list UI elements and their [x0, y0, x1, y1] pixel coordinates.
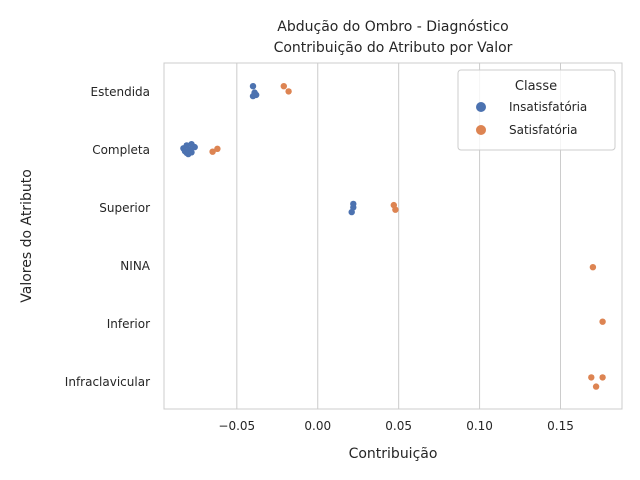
data-point [249, 92, 257, 100]
data-point [592, 383, 600, 390]
legend-title: Classe [515, 79, 557, 94]
y-axis-ticks: Estendida Completa Superior NINA Inferior Inf… [65, 85, 151, 389]
legend-label-satisfatoria: Satisfatória [509, 123, 578, 137]
y-tick-label: Superior [99, 201, 150, 215]
data-points [180, 83, 606, 390]
plot-frame [163, 62, 623, 410]
x-tick-label: 0.10 [466, 419, 493, 433]
legend-box [457, 69, 616, 151]
data-point [185, 150, 192, 158]
data-point [599, 374, 606, 381]
data-point [599, 318, 606, 325]
data-point [589, 264, 597, 271]
legend-marker-satisfatoria [476, 125, 486, 135]
x-tick-label: 0.15 [547, 419, 574, 433]
data-point [588, 374, 595, 381]
chart-subtitle: Contribuição do Atributo por Valor [274, 40, 513, 56]
data-point [249, 83, 257, 90]
legend: Classe Insatisfatória Satisfatória [457, 69, 616, 151]
chart-title: Abdução do Ombro - Diagnóstico [277, 19, 508, 35]
legend-marker-insatisfatoria [476, 102, 486, 112]
y-tick-label: Estendida [91, 85, 150, 99]
data-point [392, 206, 399, 213]
data-point [209, 148, 216, 155]
x-tick-label: −0.05 [218, 419, 255, 433]
x-tick-label: 0.00 [304, 419, 331, 433]
data-point [285, 88, 292, 95]
legend-label-insatisfatoria: Insatisfatória [509, 100, 587, 114]
data-point [191, 143, 198, 151]
data-point [214, 145, 221, 152]
y-tick-label: NINA [120, 259, 150, 273]
y-tick-label: Completa [92, 143, 150, 157]
x-axis-label: Contribuição [349, 446, 438, 462]
data-point [348, 208, 355, 216]
x-axis-ticks: −0.05 0.00 0.05 0.10 0.15 [218, 419, 573, 433]
y-tick-label: Inferior [107, 317, 150, 331]
y-tick-label: Infraclavicular [65, 375, 150, 389]
data-point [280, 83, 287, 90]
y-axis-label: Valores do Atributo [19, 169, 35, 303]
x-tick-label: 0.05 [385, 419, 412, 433]
